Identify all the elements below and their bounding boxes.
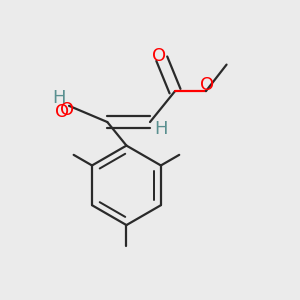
Text: O: O [55, 103, 69, 121]
Text: H: H [154, 120, 168, 138]
Text: O: O [152, 47, 166, 65]
Text: O: O [200, 76, 214, 94]
Text: O: O [61, 101, 75, 119]
Text: H: H [52, 89, 65, 107]
